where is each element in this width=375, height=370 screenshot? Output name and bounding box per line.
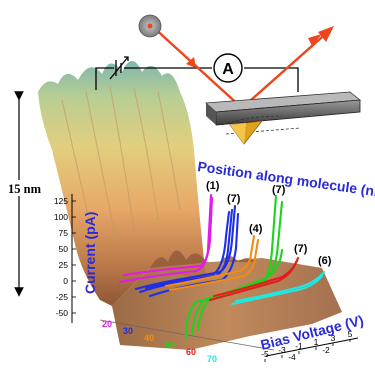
- position-axis-label: Position along molecule (nm): [197, 158, 375, 201]
- curve-labels: (1) (7) (7) (4) (7) (6): [206, 180, 332, 267]
- bias-tick-label: -1: [295, 341, 303, 351]
- laser-beam: [151, 25, 334, 109]
- ammeter-icon: A: [213, 53, 243, 83]
- bias-tick-label: 1: [314, 337, 319, 347]
- current-axis: 125 100 75 50 25 0 -25 -50 Current (pA): [54, 194, 98, 323]
- height-scale: 15 nm: [4, 91, 50, 297]
- curve-label-2: (7): [227, 193, 241, 205]
- curve-1-magenta: [118, 193, 214, 284]
- ammeter-label: A: [222, 61, 234, 78]
- curve-6-cyan: [230, 270, 326, 306]
- bias-tick-label: 3: [331, 333, 336, 343]
- bias-tick-label: -5: [261, 349, 269, 359]
- current-tick-label: 125: [54, 196, 68, 206]
- current-tick-label: 25: [59, 260, 69, 270]
- photodetector-icon: [138, 14, 162, 38]
- position-tick-label: 60: [186, 347, 196, 357]
- scale-label: 15 nm: [8, 182, 42, 196]
- bias-minor-tick-label: -2: [322, 345, 330, 355]
- position-tick-label: 30: [123, 326, 133, 336]
- voltage-source-icon: [109, 56, 129, 80]
- surface-ridges: [61, 85, 181, 251]
- curve-label-5: (7): [294, 243, 308, 255]
- bias-tick-label: -3: [278, 345, 286, 355]
- current-tick-label: -50: [56, 308, 69, 318]
- curve-label-3: (7): [272, 184, 286, 196]
- curve-label-4: (4): [249, 223, 263, 235]
- current-axis-label: Current (pA): [82, 212, 98, 294]
- current-tick-label: -25: [56, 292, 69, 302]
- curve-label-6: (6): [318, 255, 332, 267]
- current-tick-label: 100: [54, 212, 68, 222]
- position-tick-label: 20: [102, 319, 112, 329]
- bias-minor-tick-label: -4: [288, 352, 296, 362]
- circuit-wire-left: [95, 67, 114, 78]
- tip-icon: [229, 120, 263, 145]
- curve-5-red: [208, 256, 300, 302]
- curve-4-orange: [164, 234, 260, 292]
- position-tick-label: 40: [144, 333, 154, 343]
- current-tick-label: 0: [63, 276, 68, 286]
- iv-curves: [118, 193, 326, 340]
- cantilever-icon: [205, 91, 362, 135]
- curve-label-1: (1): [206, 180, 220, 192]
- bias-tick-label: 5: [348, 329, 353, 339]
- surface-bumps: [150, 250, 256, 268]
- position-tick-label: 70: [207, 354, 217, 364]
- current-tick-label: 50: [59, 244, 69, 254]
- current-tick-label: 75: [59, 228, 69, 238]
- position-tick-label: 50: [165, 340, 175, 350]
